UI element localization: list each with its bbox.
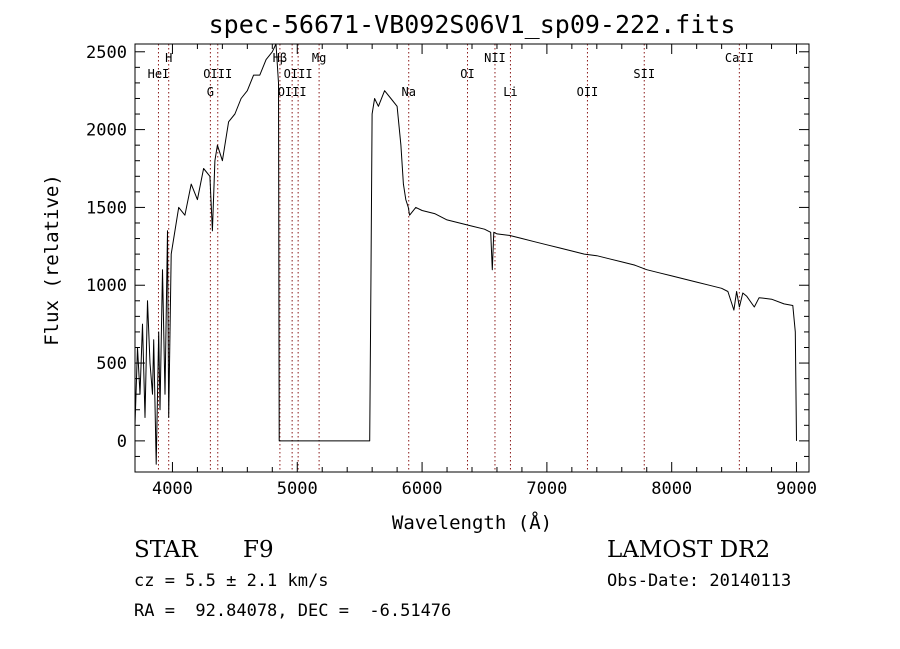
y-axis-label: Flux (relative) — [41, 174, 63, 346]
x-tick-label: 5000 — [277, 479, 318, 499]
line-label-5: OIII — [278, 85, 307, 99]
x-tick-label: 7000 — [526, 479, 567, 499]
line-label-1: H — [165, 51, 172, 65]
line-label-7: Mg — [312, 51, 326, 65]
x-tick-label: 6000 — [402, 479, 443, 499]
line-label-8: Na — [401, 85, 415, 99]
line-label-11: Li — [503, 85, 517, 99]
object-subclass: F9 — [243, 537, 274, 563]
spectral-line-labels: HeI H G OIII Hβ OIII OIII Mg Na OI NII Li OII SII CaII — [148, 51, 754, 99]
y-tick-label: 2500 — [86, 43, 127, 63]
spectrum-line-0 — [134, 43, 797, 465]
y-tick-label: 500 — [96, 354, 127, 374]
x-axis: 4000 5000 6000 7000 8000 9000 — [152, 44, 817, 499]
redshift-velocity: cz = 5.5 ± 2.1 km/s — [134, 571, 329, 591]
y-tick-label: 1000 — [86, 276, 127, 296]
line-label-3: OIII — [203, 67, 232, 81]
x-tick-label: 8000 — [651, 479, 692, 499]
survey-name: LAMOST DR2 — [607, 537, 771, 563]
x-tick-label: 4000 — [152, 479, 193, 499]
x-axis-label: Wavelength (Å) — [392, 511, 552, 534]
chart-title: spec-56671-VB092S06V1_sp09-222.fits — [209, 10, 736, 39]
spectral-line-markers — [157, 44, 740, 472]
coordinates: RA = 92.84078, DEC = -6.51476 — [134, 601, 452, 621]
observation-date: Obs-Date: 20140113 — [607, 571, 792, 591]
line-label-12: OII — [577, 85, 599, 99]
object-class: STAR — [134, 537, 198, 563]
y-axis: 0 500 1000 1500 2000 2500 — [86, 43, 809, 457]
x-tick-label: 9000 — [776, 479, 817, 499]
line-label-0: HeI — [148, 67, 170, 81]
spectrum-plot — [134, 43, 797, 465]
line-label-9: OI — [460, 67, 474, 81]
plot-frame — [134, 43, 810, 473]
y-tick-label: 0 — [117, 432, 127, 452]
line-label-4: Hβ — [273, 51, 287, 65]
line-label-10: NII — [484, 51, 506, 65]
line-label-14: CaII — [725, 51, 754, 65]
line-label-2: G — [207, 85, 214, 99]
y-tick-label: 1500 — [86, 198, 127, 218]
line-label-13: SII — [633, 67, 655, 81]
line-label-6: OIII — [284, 67, 313, 81]
y-tick-label: 2000 — [86, 121, 127, 141]
